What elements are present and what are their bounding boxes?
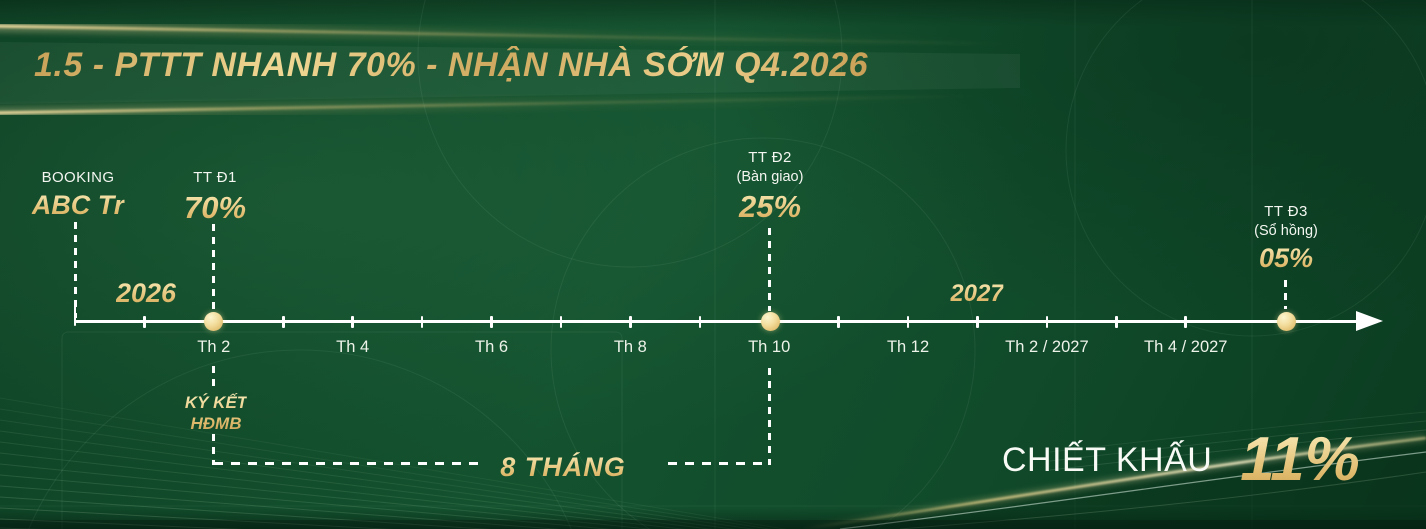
discount-label: CHIẾT KHẤU xyxy=(1002,440,1213,479)
milestone-tt-d3-value: 05% xyxy=(1258,243,1314,273)
milestone-tt-d3: TT Đ3 (Sổ hồng) 05% xyxy=(1254,202,1318,274)
dashed-connector-contract-top xyxy=(212,366,215,391)
page-title: 1.5 - PTTT NHANH 70% - NHẬN NHÀ SỚM Q4.2… xyxy=(34,46,869,84)
month-label: Th 2 / 2027 xyxy=(1005,338,1089,356)
dashed-connector-tt-d2 xyxy=(768,228,771,311)
milestone-tt-d1-value: 70% xyxy=(183,190,247,225)
dashed-connector-duration-right xyxy=(668,462,769,465)
milestone-tt-d2-value: 25% xyxy=(738,189,802,224)
month-label: Th 8 xyxy=(613,338,647,356)
milestone-dot-tt-d2 xyxy=(761,312,780,331)
duration-label: 8 THÁNG xyxy=(500,452,626,482)
month-label: Th 2 xyxy=(197,338,231,356)
axis-tick xyxy=(906,316,910,328)
axis-tick xyxy=(629,316,632,328)
milestone-tt-d3-label: TT Đ3 xyxy=(1264,203,1308,220)
milestone-tt-d1: TT Đ1 70% xyxy=(184,168,246,226)
contract-signing-line2: HĐMB xyxy=(190,414,242,433)
month-label: Th 4 / 2027 xyxy=(1144,338,1228,356)
dashed-connector-handover xyxy=(768,368,771,465)
month-label: Th 10 xyxy=(748,338,791,356)
axis-tick xyxy=(351,316,354,328)
milestone-tt-d3-sublabel: (Sổ hồng) xyxy=(1254,223,1318,239)
month-label: Th 12 xyxy=(886,338,930,356)
axis-tick xyxy=(490,316,493,328)
milestone-tt-d2-label: TT Đ2 xyxy=(748,149,792,166)
dashed-connector-tt-d3 xyxy=(1284,280,1287,309)
discount-value: 11% xyxy=(1240,425,1360,494)
milestone-tt-d2: TT Đ2 (Bàn giao) 25% xyxy=(737,148,804,225)
year-label-2027: 2027 xyxy=(950,280,1004,307)
dashed-connector-contract-bottom xyxy=(212,434,215,465)
year-label-2026: 2026 xyxy=(115,278,177,308)
axis-tick xyxy=(559,316,563,328)
month-label: Th 6 xyxy=(474,338,509,356)
axis-tick xyxy=(1115,316,1118,328)
dashed-connector-booking xyxy=(74,222,77,318)
milestone-dot-tt-d1 xyxy=(204,312,223,331)
axis-tick xyxy=(1045,316,1049,328)
axis-tick xyxy=(837,316,840,328)
timeline-arrowhead-icon xyxy=(1356,311,1383,331)
milestone-tt-d2-sublabel: (Bàn giao) xyxy=(736,169,804,185)
discount-block: CHIẾT KHẤU 11% xyxy=(1002,428,1360,492)
axis-tick xyxy=(1184,316,1187,328)
milestone-tt-d1-label: TT Đ1 xyxy=(193,169,237,186)
milestone-booking-value: ABC Tr xyxy=(31,190,125,220)
timeline-axis xyxy=(75,320,1360,323)
milestone-booking-label: BOOKING xyxy=(41,169,115,186)
axis-tick xyxy=(420,316,424,328)
dashed-connector-tt-d1 xyxy=(212,224,215,312)
milestone-dot-tt-d3 xyxy=(1277,312,1296,331)
contract-signing-line1: KÝ KẾT xyxy=(184,393,248,412)
axis-tick xyxy=(143,316,146,328)
axis-tick xyxy=(282,316,285,328)
milestone-booking: BOOKING ABC Tr xyxy=(32,168,125,221)
month-label: Th 4 xyxy=(336,338,370,356)
axis-tick xyxy=(698,316,702,328)
axis-tick xyxy=(976,316,979,328)
contract-signing-note: KÝ KẾT HĐMB xyxy=(185,392,247,434)
dashed-connector-duration-left xyxy=(214,462,482,465)
